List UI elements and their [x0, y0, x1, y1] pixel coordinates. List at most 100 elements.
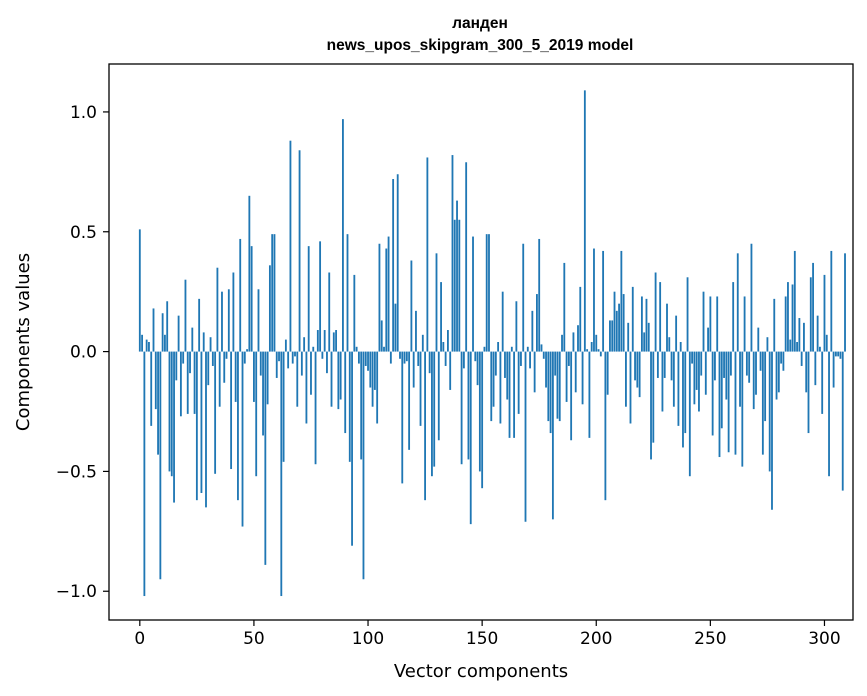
bar-component-93	[351, 351, 353, 546]
bar-component-184	[558, 351, 561, 422]
bar-component-157	[497, 342, 500, 352]
bar-component-115	[401, 351, 404, 484]
bar-component-198	[590, 342, 593, 352]
bar-component-263	[739, 351, 741, 407]
bar-component-91	[346, 234, 349, 352]
bar-component-5	[150, 351, 153, 426]
bar-component-32	[211, 351, 214, 366]
bar-component-98	[362, 351, 365, 580]
bar-component-269	[752, 351, 755, 410]
bar-component-38	[225, 351, 228, 359]
bar-component-52	[257, 289, 260, 352]
bar-component-89	[342, 119, 344, 352]
bar-component-244	[695, 351, 698, 390]
bar-component-147	[474, 351, 477, 362]
bar-component-164	[513, 351, 516, 438]
bar-component-192	[577, 325, 579, 352]
bar-component-84	[330, 351, 333, 407]
bar-component-270	[755, 351, 757, 395]
bar-component-143	[465, 162, 468, 352]
bar-component-104	[376, 351, 379, 424]
bar-component-86	[335, 330, 337, 352]
bar-component-296	[814, 351, 817, 386]
bar-component-248	[704, 351, 707, 395]
bar-component-230	[663, 351, 666, 378]
bar-component-2	[143, 351, 146, 597]
bar-component-66	[289, 140, 292, 352]
bar-component-67	[291, 351, 294, 364]
x-tick-label: 100	[352, 629, 384, 649]
bar-component-197	[588, 351, 591, 438]
bar-component-259	[729, 351, 732, 376]
bar-component-100	[367, 351, 369, 371]
bar-component-247	[702, 291, 705, 352]
bar-component-278	[773, 298, 776, 352]
bar-component-6	[152, 308, 155, 352]
bar-component-276	[768, 351, 771, 472]
bar-component-307	[839, 351, 842, 359]
chart-title: ланден	[452, 15, 508, 32]
bar-component-187	[565, 351, 568, 402]
bar-component-240	[686, 277, 689, 352]
bar-component-105	[378, 243, 381, 352]
bar-component-37	[223, 351, 226, 383]
bar-component-236	[677, 351, 680, 426]
bar-component-65	[287, 351, 290, 369]
bar-component-245	[698, 351, 700, 412]
bar-component-280	[777, 351, 780, 393]
bar-component-62	[280, 351, 283, 597]
bar-component-226	[654, 272, 657, 352]
bar-component-277	[771, 351, 773, 510]
bar-component-283	[784, 296, 787, 352]
bar-component-106	[380, 320, 383, 352]
bar-component-0	[138, 229, 141, 352]
bar-component-19	[182, 351, 185, 364]
bar-component-201	[597, 349, 600, 352]
x-tick-label: 0	[134, 629, 145, 649]
bar-component-80	[321, 351, 324, 359]
bar-component-266	[745, 351, 748, 376]
y-tick-label: −1.0	[56, 582, 97, 602]
bar-component-53	[259, 351, 262, 376]
bar-component-181	[551, 351, 554, 520]
bar-component-243	[693, 351, 696, 405]
bar-component-203	[602, 250, 605, 352]
bar-component-216	[631, 286, 634, 352]
bar-component-299	[821, 351, 824, 414]
bar-component-169	[524, 351, 527, 522]
bar-component-284	[787, 282, 789, 352]
bar-component-121	[415, 310, 417, 352]
bar-component-176	[540, 344, 543, 352]
bar-component-61	[278, 351, 280, 362]
bar-component-301	[825, 334, 828, 352]
bar-component-291	[803, 322, 805, 352]
bar-component-33	[214, 351, 217, 474]
bar-component-225	[652, 351, 655, 443]
bar-component-158	[499, 351, 502, 424]
bar-component-261	[734, 351, 737, 455]
bar-component-14	[170, 351, 173, 477]
bar-component-172	[531, 310, 534, 352]
bar-component-151	[483, 346, 486, 352]
bar-component-206	[609, 320, 611, 352]
bar-component-205	[606, 351, 609, 395]
bar-component-305	[834, 351, 837, 357]
bar-component-34	[216, 267, 219, 352]
bar-component-300	[823, 274, 826, 352]
bar-component-56	[266, 351, 269, 405]
bar-component-168	[522, 243, 525, 352]
bar-component-92	[348, 351, 351, 462]
bar-component-103	[373, 351, 376, 390]
bar-component-49	[250, 246, 253, 352]
bar-component-68	[294, 351, 296, 357]
bar-component-36	[221, 291, 223, 352]
bar-component-163	[510, 346, 513, 352]
bar-component-64	[284, 339, 287, 352]
bar-component-74	[307, 246, 310, 352]
bar-component-238	[682, 351, 684, 448]
bar-component-17	[177, 315, 180, 352]
bar-component-117	[405, 351, 408, 362]
bar-component-41	[232, 272, 235, 352]
bar-component-136	[449, 351, 452, 390]
